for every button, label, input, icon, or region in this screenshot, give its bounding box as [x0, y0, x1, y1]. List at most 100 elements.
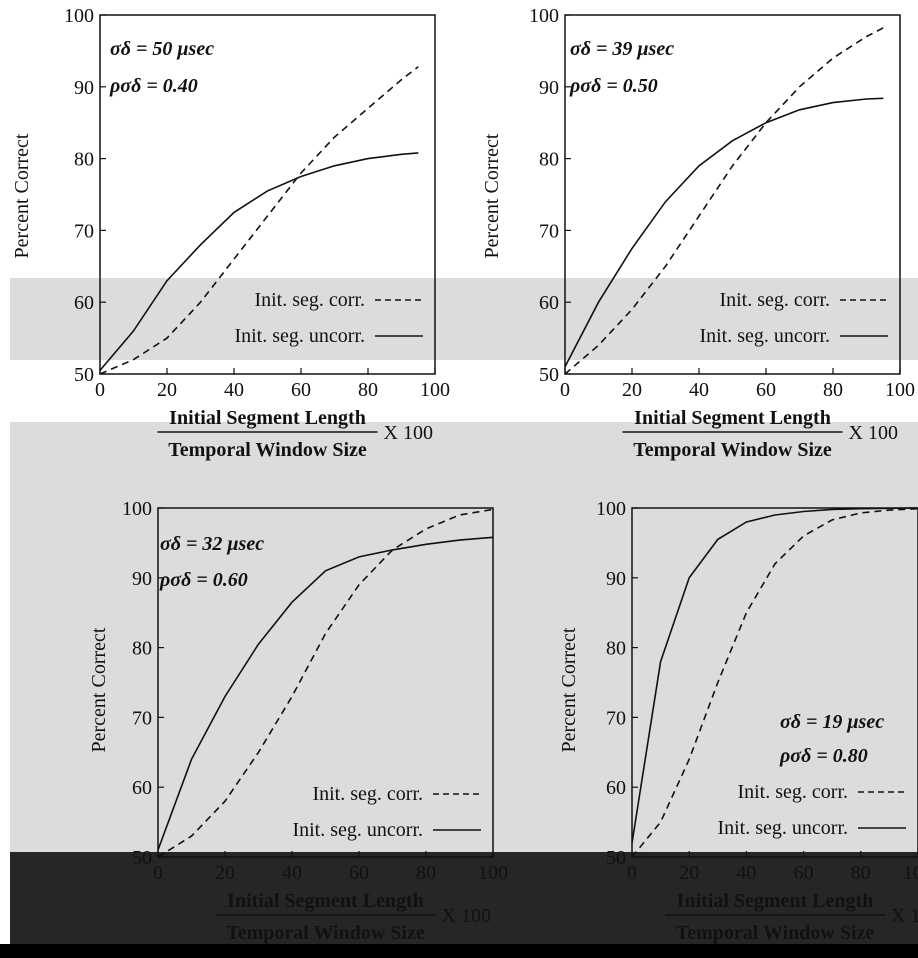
x-tick-label: 100: [420, 379, 450, 401]
series-line-uncorr: [564, 97, 884, 368]
series-line-uncorr: [631, 507, 918, 844]
series-line-corr: [631, 507, 918, 858]
plot-frame: [157, 507, 494, 858]
x-axis-label-denominator: Temporal Window Size: [633, 439, 832, 461]
y-axis-label: Percent Correct: [481, 133, 503, 258]
y-axis-label: Percent Correct: [558, 627, 580, 752]
x-tick-label: 60: [291, 379, 311, 401]
y-tick-label: 90: [539, 77, 559, 99]
x-tick-label: 20: [679, 862, 699, 884]
y-tick-label: 70: [74, 220, 94, 242]
x-tick-label: 80: [416, 862, 436, 884]
x-axis-label-numerator: Initial Segment Length: [169, 407, 366, 429]
y-tick-label: 90: [74, 77, 94, 99]
plot-frame: [99, 14, 436, 375]
x-tick-label: 0: [627, 862, 637, 884]
y-tick-label: 60: [74, 292, 94, 314]
overlay-band-middle: [10, 422, 918, 852]
sigma-annotation: σδ = 32 μsec: [160, 533, 264, 555]
x-axis-label-suffix: X 100: [384, 422, 433, 444]
rho-annotation: ρσδ = 0.60: [159, 569, 248, 591]
x-tick-label: 60: [756, 379, 776, 401]
y-tick-label: 80: [74, 149, 94, 171]
chart-panel-1: 50 60 70 80 90 100 0 20 40 60 80 100 σδ = 50 μsec ρσδ…: [11, 5, 450, 461]
legend-entry: Init. seg. uncorr.: [234, 325, 365, 347]
rho-annotation: ρσδ = 0.80: [779, 745, 868, 767]
x-tick-label: 80: [851, 862, 871, 884]
y-tick-label: 100: [64, 5, 94, 27]
legend-entry: Init. seg. uncorr.: [292, 819, 423, 841]
x-axis-label-suffix: X 100: [442, 905, 491, 927]
x-tick-label: 40: [224, 379, 244, 401]
x-axis-label-denominator: Temporal Window Size: [676, 922, 875, 944]
x-tick-label: 100: [885, 379, 915, 401]
x-tick-label: 0: [153, 862, 163, 884]
x-tick-label: 60: [794, 862, 814, 884]
y-tick-label: 60: [539, 292, 559, 314]
y-tick-label: 100: [596, 498, 626, 520]
legend-entry: Init. seg. corr.: [737, 781, 848, 803]
y-tick-label: 60: [606, 777, 626, 799]
x-tick-label: 20: [622, 379, 642, 401]
legend-entry: Init. seg. corr.: [719, 289, 830, 311]
y-tick-label: 50: [132, 847, 152, 869]
x-axis-label-numerator: Initial Segment Length: [227, 890, 424, 912]
chart-panel-3: 50 60 70 80 90 100 0 20 40 60 80 100 σδ = 32 μsec ρσδ…: [88, 498, 508, 944]
plot-frame: [631, 507, 918, 858]
x-tick-label: 80: [823, 379, 843, 401]
overlay-band-dark: [10, 852, 918, 944]
overlay-band-black: [0, 944, 918, 958]
y-tick-label: 100: [529, 5, 559, 27]
y-tick-label: 50: [606, 847, 626, 869]
series-line-corr: [99, 66, 419, 375]
x-tick-label: 20: [157, 379, 177, 401]
x-axis-label-denominator: Temporal Window Size: [168, 439, 367, 461]
x-tick-label: 100: [903, 862, 918, 884]
chart-panel-4: 50 60 70 80 90 100 0 20 40 60 80 100 σδ = 19 μsec ρσδ…: [558, 498, 918, 944]
y-tick-label: 80: [132, 638, 152, 660]
y-tick-label: 100: [122, 498, 152, 520]
y-tick-label: 70: [132, 707, 152, 729]
plot-frame: [564, 14, 901, 375]
x-axis-label-suffix: X 100: [891, 905, 918, 927]
x-tick-label: 20: [215, 862, 235, 884]
legend-entry: Init. seg. corr.: [312, 783, 423, 805]
y-axis-label: Percent Correct: [11, 133, 33, 258]
y-tick-label: 70: [539, 220, 559, 242]
chart-panel-2: 50 60 70 80 90 100 0 20 40 60 80 100 σδ = 39 μsec ρσδ…: [481, 5, 915, 461]
legend-entry: Init. seg. corr.: [254, 289, 365, 311]
y-tick-label: 50: [74, 364, 94, 386]
sigma-annotation: σδ = 50 μsec: [110, 38, 214, 60]
y-tick-label: 90: [132, 568, 152, 590]
y-tick-label: 80: [606, 638, 626, 660]
series-line-corr: [564, 27, 884, 375]
y-tick-label: 90: [606, 568, 626, 590]
legend-entry: Init. seg. uncorr.: [717, 817, 848, 839]
series-line-uncorr: [99, 152, 419, 371]
legend-entry: Init. seg. uncorr.: [699, 325, 830, 347]
x-tick-label: 40: [689, 379, 709, 401]
rho-annotation: ρσδ = 0.40: [109, 75, 198, 97]
x-tick-label: 80: [358, 379, 378, 401]
y-tick-label: 70: [606, 707, 626, 729]
x-tick-label: 60: [349, 862, 369, 884]
series-line-uncorr: [157, 536, 494, 851]
y-tick-label: 50: [539, 364, 559, 386]
x-axis-label-numerator: Initial Segment Length: [634, 407, 831, 429]
x-tick-label: 40: [736, 862, 756, 884]
x-tick-label: 0: [560, 379, 570, 401]
overlay-band-top: [10, 278, 918, 360]
x-tick-label: 100: [478, 862, 508, 884]
x-tick-label: 40: [282, 862, 302, 884]
x-tick-label: 0: [95, 379, 105, 401]
x-axis-label-numerator: Initial Segment Length: [677, 890, 874, 912]
y-tick-label: 60: [132, 777, 152, 799]
y-axis-label: Percent Correct: [88, 627, 110, 752]
x-axis-label-suffix: X 100: [849, 422, 898, 444]
y-tick-label: 80: [539, 149, 559, 171]
sigma-annotation: σδ = 39 μsec: [570, 38, 674, 60]
sigma-annotation: σδ = 19 μsec: [780, 711, 884, 733]
rho-annotation: ρσδ = 0.50: [569, 75, 658, 97]
x-axis-label-denominator: Temporal Window Size: [226, 922, 425, 944]
